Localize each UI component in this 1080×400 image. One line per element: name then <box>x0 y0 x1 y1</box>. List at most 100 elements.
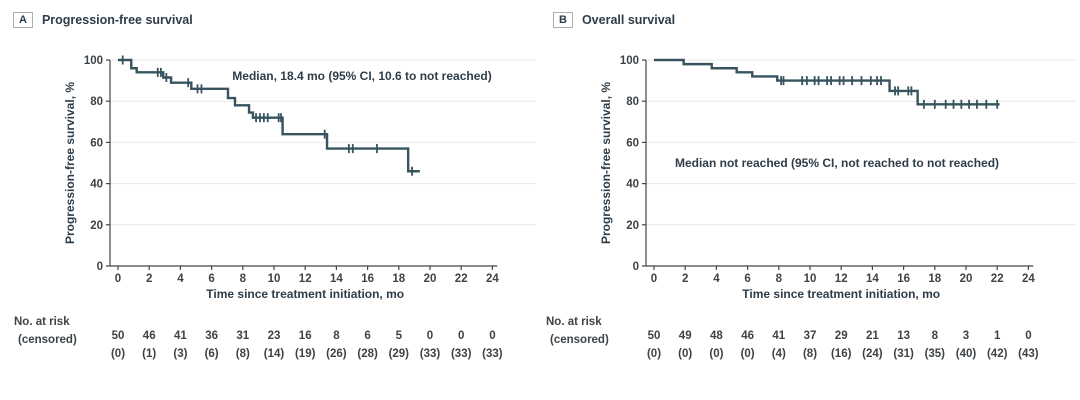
at-risk-count: 13 <box>897 330 910 342</box>
x-tick-label: 24 <box>486 273 499 285</box>
at-risk-count: 37 <box>804 330 817 342</box>
x-tick-label: 24 <box>1022 273 1035 285</box>
censored-count: (19) <box>295 348 316 360</box>
x-tick-label: 10 <box>804 273 817 285</box>
censored-count: (40) <box>956 348 977 360</box>
y-tick-label: 60 <box>90 137 103 149</box>
panel-overall-survival: B Overall survival 0 20 40 60 80 100 0 2 4 6 8 10 12… <box>540 0 1080 400</box>
at-risk-count: 49 <box>679 330 692 342</box>
x-tick-label: 16 <box>897 273 910 285</box>
censored-count: (6) <box>205 348 219 360</box>
y-tick-label: 20 <box>90 220 103 232</box>
censored-count: (33) <box>420 348 441 360</box>
at-risk-count: 6 <box>364 330 370 342</box>
x-tick-label: 12 <box>299 273 312 285</box>
censored-count: (0) <box>709 348 723 360</box>
censored-count: (0) <box>741 348 755 360</box>
censored-count: (31) <box>893 348 914 360</box>
at-risk-count: 21 <box>866 330 879 342</box>
at-risk-count: 41 <box>772 330 785 342</box>
x-tick-label: 2 <box>146 273 152 285</box>
x-axis-label: Time since treatment initiation, mo <box>742 287 940 301</box>
y-tick-label: 80 <box>90 96 103 108</box>
at-risk-count: 23 <box>268 330 281 342</box>
x-tick-label: 18 <box>928 273 941 285</box>
at-risk-count: 8 <box>333 330 340 342</box>
x-tick-label: 6 <box>744 273 750 285</box>
censored-count: (42) <box>987 348 1008 360</box>
at-risk-count: 31 <box>236 330 249 342</box>
at-risk-count: 0 <box>489 330 495 342</box>
risk-table-censored-label: (censored) <box>550 334 609 346</box>
censored-count: (3) <box>173 348 187 360</box>
panel-letter-badge: B <box>553 12 573 28</box>
median-annotation: Median not reached (95% CI, not reached … <box>675 156 999 170</box>
x-tick-label: 2 <box>682 273 688 285</box>
km-curve <box>654 58 1000 106</box>
x-tick-label: 20 <box>960 273 973 285</box>
x-tick-label: 22 <box>455 273 468 285</box>
at-risk-count: 5 <box>396 330 403 342</box>
y-tick-label: 100 <box>84 55 103 67</box>
x-tick-label: 6 <box>208 273 214 285</box>
at-risk-count: 16 <box>299 330 312 342</box>
x-tick-label: 4 <box>177 273 184 285</box>
at-risk-count: 0 <box>427 330 433 342</box>
risk-table-label: No. at risk <box>14 316 70 328</box>
at-risk-count: 46 <box>741 330 754 342</box>
panel-letter-badge: A <box>13 12 33 28</box>
at-risk-count: 46 <box>143 330 156 342</box>
x-tick-label: 0 <box>115 273 121 285</box>
risk-table-censored-label: (censored) <box>18 334 77 346</box>
x-tick-label: 18 <box>392 273 405 285</box>
y-tick-label: 80 <box>626 96 639 108</box>
y-tick-label: 100 <box>620 55 639 67</box>
censored-count: (26) <box>326 348 347 360</box>
censored-count: (43) <box>1018 348 1039 360</box>
panel-progression-free-survival: A Progression-free survival 0 20 40 60 80 100… <box>13 12 536 360</box>
x-tick-label: 10 <box>268 273 281 285</box>
y-axis-label: Progression-free survival, % <box>599 82 613 244</box>
y-tick-label: 20 <box>626 220 639 232</box>
censored-count: (16) <box>831 348 852 360</box>
x-axis-label: Time since treatment initiation, mo <box>206 287 404 301</box>
panel-header: A Progression-free survival <box>13 12 193 28</box>
y-tick-label: 60 <box>626 137 639 149</box>
x-tick-label: 22 <box>991 273 1004 285</box>
y-axis-label: Progression-free survival, % <box>63 82 77 244</box>
x-tick-label: 8 <box>240 273 247 285</box>
censored-count: (8) <box>236 348 250 360</box>
censored-count: (33) <box>451 348 472 360</box>
censored-count: (24) <box>862 348 883 360</box>
at-risk-count: 8 <box>932 330 939 342</box>
at-risk-count: 50 <box>648 330 661 342</box>
censored-count: (28) <box>357 348 378 360</box>
median-annotation: Median, 18.4 mo (95% CI, 10.6 to not rea… <box>232 69 491 83</box>
x-tick-label: 0 <box>651 273 657 285</box>
censored-count: (1) <box>142 348 156 360</box>
km-curve <box>118 58 420 173</box>
x-tick-label: 16 <box>361 273 374 285</box>
censored-count: (0) <box>647 348 661 360</box>
at-risk-count: 36 <box>205 330 218 342</box>
at-risk-count: 29 <box>835 330 848 342</box>
x-tick-label: 14 <box>330 273 343 285</box>
censored-count: (14) <box>264 348 285 360</box>
y-tick-label: 0 <box>97 261 103 273</box>
x-tick-label: 12 <box>835 273 848 285</box>
x-tick-label: 20 <box>424 273 437 285</box>
x-tick-label: 8 <box>776 273 783 285</box>
y-tick-label: 40 <box>90 179 103 191</box>
y-tick-label: 0 <box>633 261 639 273</box>
x-tick-label: 4 <box>713 273 720 285</box>
censored-count: (8) <box>803 348 817 360</box>
censored-count: (4) <box>772 348 786 360</box>
censored-count: (0) <box>111 348 125 360</box>
at-risk-count: 0 <box>1025 330 1031 342</box>
y-tick-label: 40 <box>626 179 639 191</box>
at-risk-count: 3 <box>963 330 969 342</box>
panel-header: B Overall survival <box>553 12 675 28</box>
